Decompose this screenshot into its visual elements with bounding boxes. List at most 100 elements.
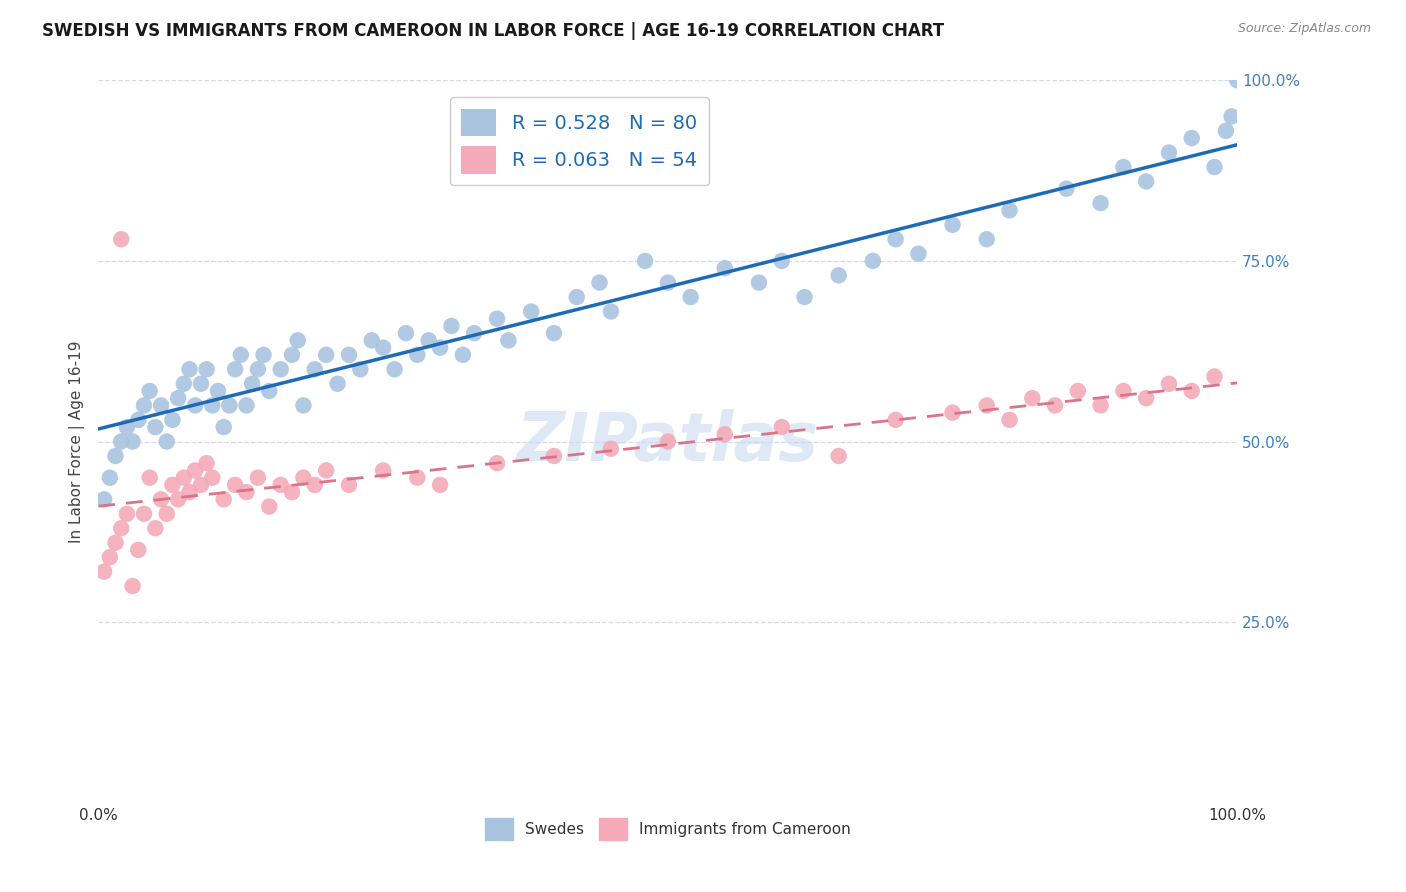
Point <box>942 218 965 232</box>
Point <box>246 362 269 376</box>
Point <box>486 456 509 470</box>
Point <box>93 492 115 507</box>
Point <box>714 261 737 276</box>
Point <box>1181 131 1204 145</box>
Point <box>167 492 190 507</box>
Point <box>190 376 212 391</box>
Point <box>770 253 793 268</box>
Point <box>600 304 623 318</box>
Point <box>281 348 304 362</box>
Point <box>201 471 224 485</box>
Point <box>406 471 429 485</box>
Point <box>145 521 167 535</box>
Point <box>110 434 132 449</box>
Point <box>463 326 485 341</box>
Point <box>862 253 884 268</box>
Point <box>121 579 143 593</box>
Legend: Swedes, Immigrants from Cameroon: Swedes, Immigrants from Cameroon <box>479 812 856 846</box>
Point <box>884 413 907 427</box>
Point <box>748 276 770 290</box>
Point <box>173 471 195 485</box>
Point <box>486 311 509 326</box>
Point <box>287 334 309 348</box>
Point <box>634 253 657 268</box>
Point <box>167 391 190 405</box>
Point <box>543 326 565 341</box>
Point <box>1021 391 1043 405</box>
Point <box>1220 109 1243 123</box>
Y-axis label: In Labor Force | Age 16-19: In Labor Force | Age 16-19 <box>69 340 84 543</box>
Point <box>156 434 179 449</box>
Point <box>179 485 201 500</box>
Point <box>1090 196 1112 211</box>
Point <box>212 492 235 507</box>
Point <box>828 268 851 283</box>
Point <box>115 420 138 434</box>
Point <box>138 471 160 485</box>
Point <box>520 304 543 318</box>
Point <box>201 398 224 412</box>
Point <box>588 276 610 290</box>
Point <box>156 507 179 521</box>
Point <box>224 478 246 492</box>
Point <box>1112 160 1135 174</box>
Point <box>224 362 246 376</box>
Point <box>395 326 418 341</box>
Point <box>828 449 851 463</box>
Point <box>104 449 127 463</box>
Point <box>1157 376 1180 391</box>
Point <box>150 492 173 507</box>
Point <box>212 420 235 434</box>
Point <box>976 232 998 246</box>
Point <box>229 348 252 362</box>
Point <box>246 471 269 485</box>
Point <box>104 535 127 549</box>
Point <box>498 334 520 348</box>
Point <box>121 434 143 449</box>
Point <box>184 463 207 477</box>
Point <box>240 376 263 391</box>
Point <box>1056 182 1078 196</box>
Point <box>1090 398 1112 412</box>
Point <box>429 478 451 492</box>
Point <box>162 413 184 427</box>
Point <box>418 334 440 348</box>
Point <box>942 406 965 420</box>
Point <box>173 376 195 391</box>
Point <box>195 456 218 470</box>
Point <box>976 398 998 412</box>
Point <box>281 485 304 500</box>
Point <box>429 341 451 355</box>
Point <box>406 348 429 362</box>
Point <box>349 362 371 376</box>
Point <box>138 384 160 398</box>
Point <box>127 413 149 427</box>
Point <box>1181 384 1204 398</box>
Point <box>793 290 815 304</box>
Point <box>1204 369 1226 384</box>
Point <box>337 478 360 492</box>
Point <box>657 276 679 290</box>
Point <box>371 463 394 477</box>
Point <box>252 348 274 362</box>
Point <box>304 478 326 492</box>
Point <box>292 471 315 485</box>
Point <box>451 348 474 362</box>
Point <box>1204 160 1226 174</box>
Text: SWEDISH VS IMMIGRANTS FROM CAMEROON IN LABOR FORCE | AGE 16-19 CORRELATION CHART: SWEDISH VS IMMIGRANTS FROM CAMEROON IN L… <box>42 22 945 40</box>
Point <box>770 420 793 434</box>
Point <box>1135 391 1157 405</box>
Point <box>714 427 737 442</box>
Point <box>565 290 588 304</box>
Point <box>179 362 201 376</box>
Text: ZIPatlas: ZIPatlas <box>517 409 818 475</box>
Point <box>998 413 1021 427</box>
Point <box>884 232 907 246</box>
Point <box>326 376 349 391</box>
Point <box>360 334 382 348</box>
Point <box>98 471 121 485</box>
Point <box>132 507 155 521</box>
Point <box>543 449 565 463</box>
Point <box>315 463 337 477</box>
Point <box>304 362 326 376</box>
